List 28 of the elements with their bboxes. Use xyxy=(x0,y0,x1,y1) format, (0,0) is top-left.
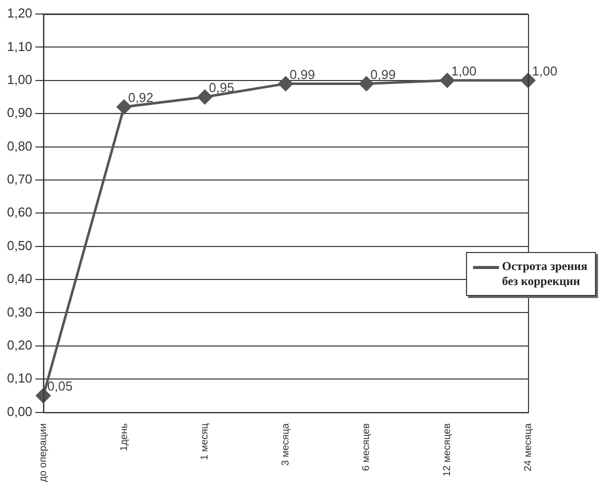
x-tick-label: 3 месяца xyxy=(280,422,292,466)
data-label: 0,99 xyxy=(290,66,315,82)
data-label: 1,00 xyxy=(451,63,477,78)
x-tick-label: 1день xyxy=(118,423,130,451)
y-tick-label: 1,20 xyxy=(6,6,32,21)
y-tick-label: 0,60 xyxy=(6,204,32,220)
y-tick-label: 0,40 xyxy=(6,271,32,286)
y-tick-label: 0,90 xyxy=(6,105,32,120)
y-tick-label: 0,50 xyxy=(6,238,32,253)
data-label: 0,95 xyxy=(208,80,234,96)
y-tick-label: 0,80 xyxy=(6,138,32,154)
y-tick-label: 1,10 xyxy=(6,38,32,54)
y-tick-label: 0,30 xyxy=(6,304,32,320)
y-tick-label: 1,00 xyxy=(6,72,32,87)
x-tick-label: 24 месяца xyxy=(522,422,534,472)
y-tick-label: 0,20 xyxy=(6,337,32,352)
y-tick-label: 0,00 xyxy=(6,404,32,419)
data-label: 0,99 xyxy=(370,66,396,82)
x-tick-label: до операции xyxy=(38,423,50,482)
data-label: 0,92 xyxy=(128,90,154,106)
x-tick-label: 12 месяцев xyxy=(442,423,453,477)
y-tick-label: 0,10 xyxy=(6,370,32,386)
y-tick-label: 0,70 xyxy=(6,172,32,187)
legend-label: Острота зрения без коррекции xyxy=(502,259,588,289)
data-label: 0,05 xyxy=(47,378,73,394)
x-tick-label: 6 месяцев xyxy=(361,423,372,471)
data-label: 1,00 xyxy=(532,63,558,78)
x-tick-label: 1 месяц xyxy=(200,422,211,460)
